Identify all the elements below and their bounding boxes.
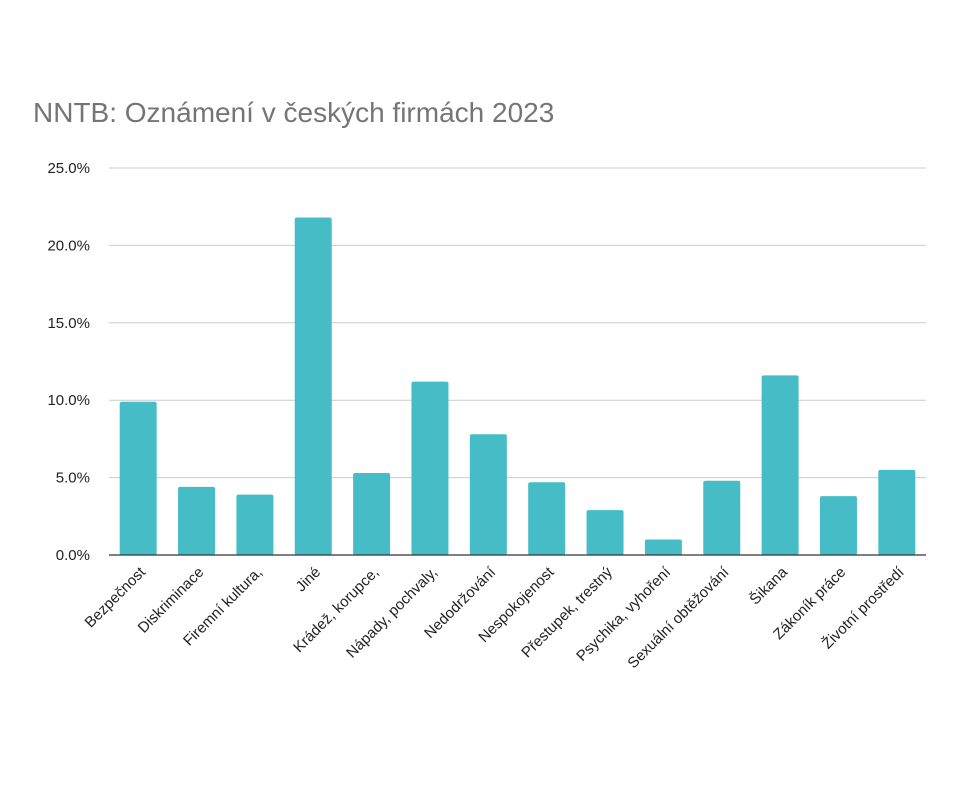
bar <box>819 496 857 555</box>
bar <box>178 486 216 555</box>
y-tick-label: 15.0% <box>47 315 90 332</box>
y-tick-label: 5.0% <box>56 470 90 487</box>
bar <box>294 217 332 555</box>
bar <box>703 480 741 555</box>
x-tick-label: Jiné <box>293 564 324 595</box>
y-tick-label: 0.0% <box>56 547 90 564</box>
bar <box>878 469 916 555</box>
y-tick-label: 25.0% <box>47 160 90 177</box>
bar <box>586 510 624 555</box>
x-tick-label: Sexuální obtěžování <box>624 563 733 672</box>
x-tick-label: Šikana <box>746 563 791 608</box>
bar <box>411 381 449 555</box>
y-tick-label: 10.0% <box>47 392 90 409</box>
bar <box>761 375 799 555</box>
bar <box>469 434 507 555</box>
y-tick-label: 20.0% <box>47 237 90 254</box>
bar <box>528 482 566 555</box>
bar <box>236 494 274 555</box>
chart-title: NNTB: Oznámení v českých firmách 2023 <box>33 97 555 128</box>
bar <box>119 401 157 555</box>
bar <box>644 539 682 555</box>
bar <box>353 472 391 555</box>
